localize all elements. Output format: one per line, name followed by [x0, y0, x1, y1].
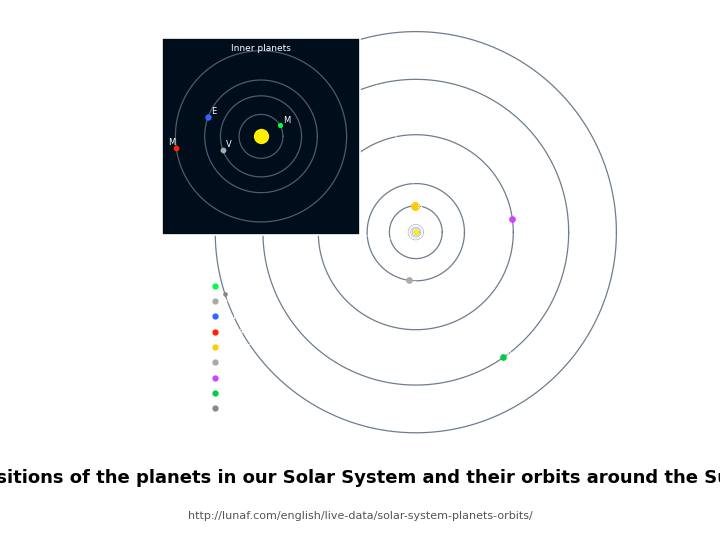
Text: ♀: ♀	[264, 281, 270, 290]
Text: Ur: Ur	[514, 212, 523, 221]
Text: Uranus: Uranus	[223, 373, 253, 382]
Text: ♂: ♂	[264, 327, 271, 336]
Text: © Heavens-Above.com: © Heavens-Above.com	[525, 430, 623, 439]
Text: ♄: ♄	[264, 358, 271, 367]
Text: Outer planets: Outer planets	[561, 25, 623, 35]
Text: E: E	[211, 107, 216, 116]
Text: Saturn: Saturn	[223, 358, 251, 367]
Text: ♃: ♃	[264, 342, 271, 352]
Text: Neptune: Neptune	[223, 388, 259, 397]
Text: ⛢: ⛢	[264, 373, 270, 382]
Text: M: M	[283, 116, 290, 125]
Text: Inner planets: Inner planets	[231, 44, 291, 53]
Text: Pl: Pl	[227, 288, 234, 296]
Text: ♀: ♀	[264, 296, 270, 306]
Text: Sa: Sa	[411, 281, 420, 290]
Text: Ne: Ne	[505, 351, 516, 360]
Text: ♇: ♇	[264, 404, 271, 413]
Text: Pluto: Pluto	[223, 404, 244, 413]
Text: Earth: Earth	[223, 312, 246, 321]
Text: Ju: Ju	[417, 199, 424, 208]
Text: ♆: ♆	[264, 388, 271, 397]
Text: http://lunaf.com/english/live-data/solar-system-planets-orbits/: http://lunaf.com/english/live-data/solar…	[188, 511, 532, 521]
Text: Positions of the planets in our Solar System and their orbits around the Sun.: Positions of the planets in our Solar Sy…	[0, 469, 720, 487]
Bar	[405, 221, 427, 244]
Text: V: V	[225, 140, 231, 150]
Text: Jupiter: Jupiter	[223, 342, 251, 352]
Text: Mercury: Mercury	[223, 281, 257, 290]
Text: Venus: Venus	[223, 296, 248, 306]
Text: M: M	[168, 138, 175, 147]
Text: Mars: Mars	[223, 327, 243, 336]
Text: ♁: ♁	[264, 312, 270, 321]
